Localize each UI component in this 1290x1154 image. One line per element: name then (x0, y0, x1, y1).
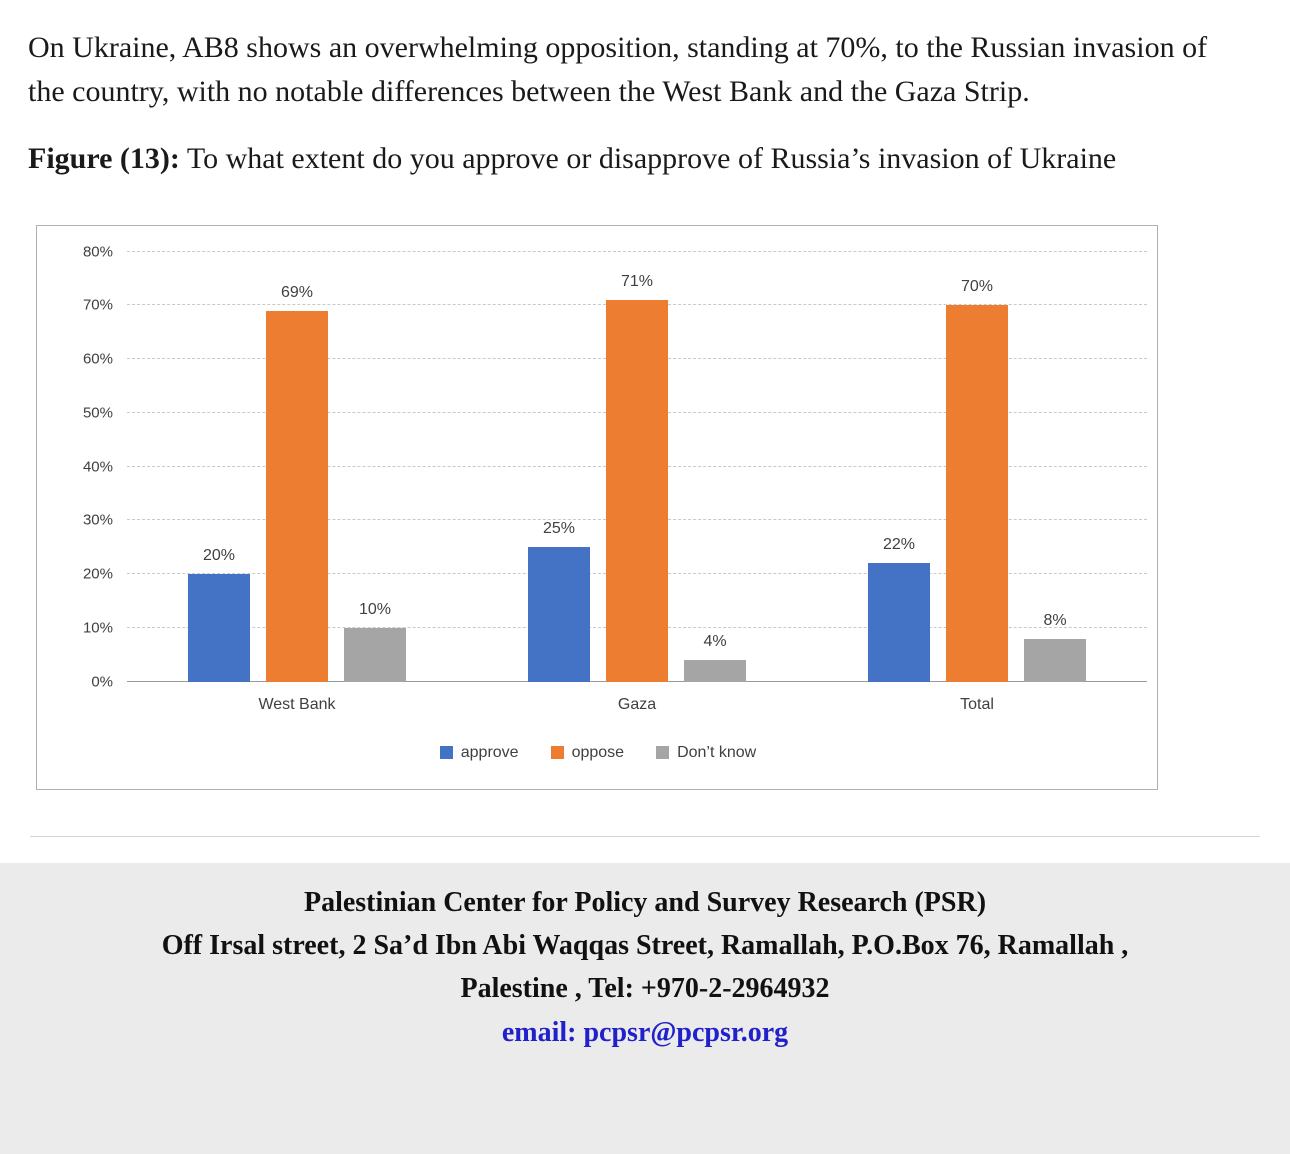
bar-value-label: 71% (620, 272, 654, 290)
y-tick-label: 0% (91, 673, 113, 690)
legend-label: approve (460, 743, 519, 761)
y-tick-label: 50% (82, 404, 113, 422)
bar-value-label: 69% (280, 283, 314, 301)
y-tick-label: 80% (82, 243, 113, 260)
bar-don-t-know-west-bank: 10% (344, 601, 406, 682)
bar-value-label: 4% (703, 633, 727, 650)
bar-group-total: 22% 70% 8% (807, 252, 1147, 682)
plot-row: 0% 10% 20% 30% 40% 50% 60% 70% 80% 20% 69% 10% 25% 7… (49, 243, 1147, 690)
x-category-label: West Bank (258, 695, 336, 713)
footer-tel: Palestine , Tel: +970-2-2964932 (460, 973, 830, 1005)
bar-value-label: 25% (542, 520, 576, 538)
x-category-label: Total (960, 695, 994, 713)
legend: approve oppose Don’t know (49, 744, 1147, 762)
footer-address: Off Irsal street, 2 Sa’d Ibn Abi Waqqas … (161, 929, 1129, 961)
footer-email-line: email: pcpsr@pcpsr.org (20, 1011, 1270, 1054)
bar-group-gaza: 25% 71% 4% (467, 252, 807, 682)
bar-value-label: 22% (882, 536, 916, 554)
bar-oppose-west-bank: 69% (266, 284, 328, 682)
divider (30, 835, 1260, 837)
bar-value-label: 10% (358, 600, 392, 618)
bar-value-label: 20% (202, 547, 236, 564)
y-tick-label: 40% (82, 458, 113, 475)
footer: Palestinian Center for Policy and Survey… (0, 862, 1290, 1154)
bar-oppose-total: 70% (946, 278, 1008, 682)
y-tick-label: 20% (82, 565, 113, 583)
legend-swatch-approve (439, 746, 453, 759)
legend-swatch-don-t-know (656, 746, 670, 759)
y-axis: 0% 10% 20% 30% 40% 50% 60% 70% 80% (49, 243, 127, 690)
bar-approve-west-bank: 20% (188, 547, 250, 682)
figure-title: Figure (13): To what extent do you appro… (28, 137, 1193, 181)
footer-org: Palestinian Center for Policy and Survey… (303, 886, 987, 918)
bar-approve-total: 22% (868, 536, 930, 682)
bar-groups: 20% 69% 10% 25% 71% 4% 22% 70% 8% (127, 252, 1147, 682)
bar-don-t-know-total: 8% (1024, 612, 1086, 682)
legend-item-don-t-know: Don’t know (656, 744, 756, 762)
email-label: email: (501, 1016, 584, 1048)
bar-approve-gaza: 25% (528, 520, 590, 682)
x-category-label: Gaza (617, 695, 657, 713)
legend-label: Don’t know (677, 743, 757, 761)
legend-item-oppose: oppose (550, 743, 625, 762)
bar-value-label: 70% (960, 278, 994, 296)
figure-label: Figure (13): (28, 142, 180, 175)
bar-group-west-bank: 20% 69% 10% (127, 252, 467, 682)
email-link[interactable]: pcpsr@pcpsr.org (583, 1016, 789, 1048)
bar-don-t-know-gaza: 4% (684, 633, 746, 682)
x-axis: West Bank Gaza Total (127, 696, 1147, 714)
y-tick-label: 10% (82, 619, 113, 637)
y-tick-label: 30% (82, 511, 113, 529)
intro-paragraph: On Ukraine, AB8 shows an overwhelming op… (28, 31, 1208, 108)
legend-swatch-oppose (550, 746, 564, 759)
bar-value-label: 8% (1043, 611, 1067, 629)
legend-label: oppose (571, 743, 625, 761)
y-tick-label: 70% (82, 296, 113, 314)
y-tick-label: 60% (82, 350, 113, 368)
chart: 0% 10% 20% 30% 40% 50% 60% 70% 80% 20% 69% 10% 25% 7… (36, 224, 1158, 790)
legend-item-approve: approve (439, 743, 519, 762)
plot-area: 20% 69% 10% 25% 71% 4% 22% 70% 8% (127, 250, 1147, 682)
bar-oppose-gaza: 71% (606, 273, 668, 682)
gridline (127, 250, 1147, 252)
figure-caption: To what extent do you approve or disappr… (179, 142, 1117, 175)
